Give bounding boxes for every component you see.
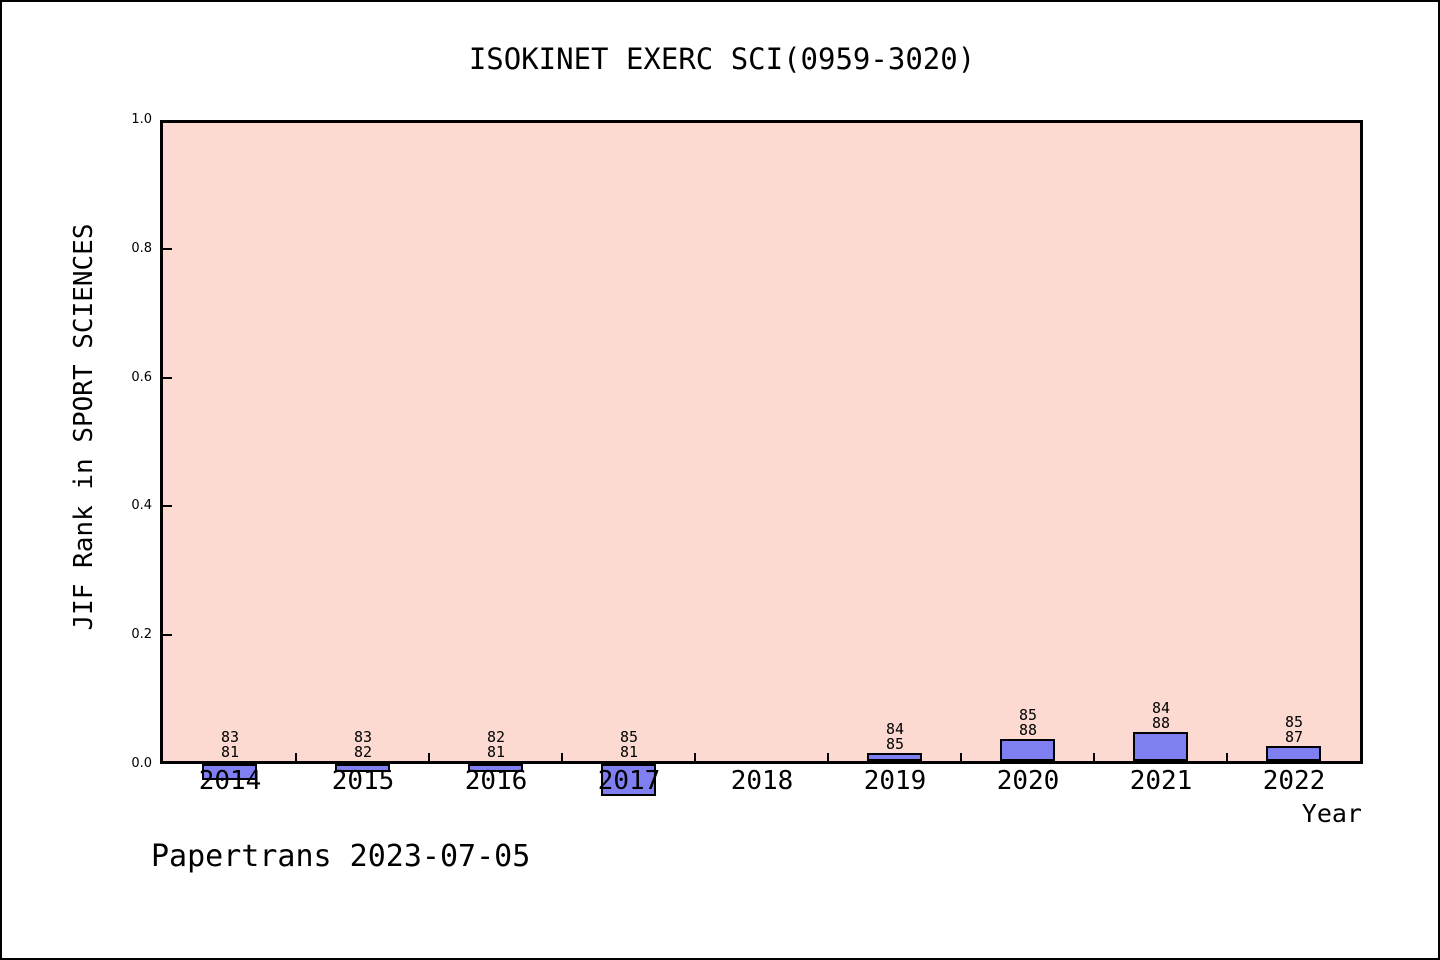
y-tick-label: 0.2 (131, 627, 152, 643)
year-tick-label: 2018 (730, 766, 794, 796)
year-tick-label: 2022 (1262, 766, 1326, 796)
x-minor-tick (694, 753, 696, 761)
bar-label-2015: 83 82 (331, 730, 395, 760)
bar-2020 (1000, 739, 1055, 761)
chart-title: ISOKINET EXERC SCI(0959-3020) (468, 42, 976, 76)
bar-label-rank: 82 (486, 728, 506, 746)
bar-label-total: 88 (1151, 714, 1171, 732)
y-tick (163, 247, 172, 250)
bar-label-total: 81 (486, 743, 506, 761)
bar-label-2020: 85 88 (996, 708, 1060, 738)
bar-label-2019: 84 85 (863, 722, 927, 752)
year-tick-label: 2016 (464, 766, 528, 796)
y-tick (163, 376, 172, 379)
bar-2016 (468, 764, 523, 772)
x-minor-tick (827, 753, 829, 761)
x-minor-tick (1226, 753, 1228, 761)
y-tick-label: 1.0 (131, 112, 152, 127)
bar-2021 (1133, 732, 1188, 761)
bar-label-rank: 84 (885, 720, 905, 738)
y-tick-label: 0.0 (131, 756, 152, 771)
y-axis-label-text: JIF Rank in SPORT SCIENCES (69, 223, 99, 631)
bar-2015 (335, 764, 390, 772)
bar-2017 (601, 764, 656, 796)
bar-label-2022: 85 87 (1262, 715, 1326, 745)
bar-label-2021: 84 88 (1129, 701, 1193, 731)
bar-label-total: 81 (619, 743, 639, 761)
bar-label-2017: 85 81 (597, 730, 661, 760)
x-minor-tick (561, 753, 563, 761)
plot-area: 2014 83 81 2015 83 82 2016 82 81 2017 85 81 2018 2019… (160, 120, 1363, 796)
x-minor-tick (428, 753, 430, 761)
y-tick-label: 0.8 (131, 240, 152, 256)
year-tick-label: 2020 (996, 766, 1060, 796)
bar-label-2014: 83 81 (198, 730, 262, 760)
year-tick-label: 2015 (331, 766, 395, 796)
bar-label-rank: 85 (619, 728, 639, 746)
x-minor-tick (960, 753, 962, 761)
bar-2019 (867, 753, 922, 761)
y-tick (163, 634, 172, 637)
bar-label-total: 81 (220, 743, 240, 761)
bar-2014 (202, 764, 257, 780)
year-tick-label: 2021 (1129, 766, 1193, 796)
bar-label-rank: 85 (1284, 713, 1304, 731)
y-tick (163, 505, 172, 508)
footer-watermark: Papertrans 2023-07-05 (151, 839, 531, 874)
bar-label-total: 85 (885, 735, 905, 753)
x-minor-tick (295, 753, 297, 761)
bar-label-2016: 82 81 (464, 730, 528, 760)
bar-label-total: 87 (1284, 728, 1304, 746)
year-tick-label: 2014 (198, 766, 262, 796)
bar-2022 (1266, 746, 1321, 761)
bar-label-rank: 83 (353, 728, 373, 746)
bar-label-rank: 83 (220, 728, 240, 746)
bar-label-rank: 85 (1018, 706, 1038, 724)
bar-label-total: 82 (353, 743, 373, 761)
x-minor-tick (1093, 753, 1095, 761)
y-tick-label: 0.6 (131, 369, 152, 385)
y-tick-label: 0.4 (131, 498, 152, 514)
bar-label-total: 88 (1018, 721, 1038, 739)
bar-label-rank: 84 (1151, 699, 1171, 717)
x-axis-label: Year (1301, 799, 1362, 828)
year-tick-label: 2017 (597, 766, 661, 796)
year-tick-label: 2019 (863, 766, 927, 796)
